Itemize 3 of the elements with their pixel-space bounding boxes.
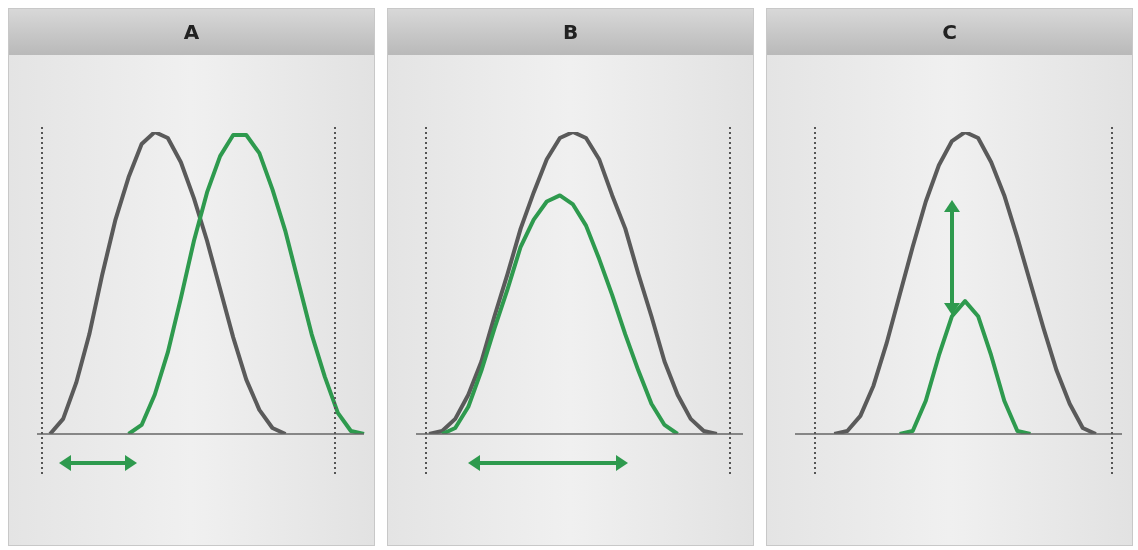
chart-title: B xyxy=(388,9,753,55)
chart-title: C xyxy=(767,9,1132,55)
chart-title: A xyxy=(9,9,374,55)
